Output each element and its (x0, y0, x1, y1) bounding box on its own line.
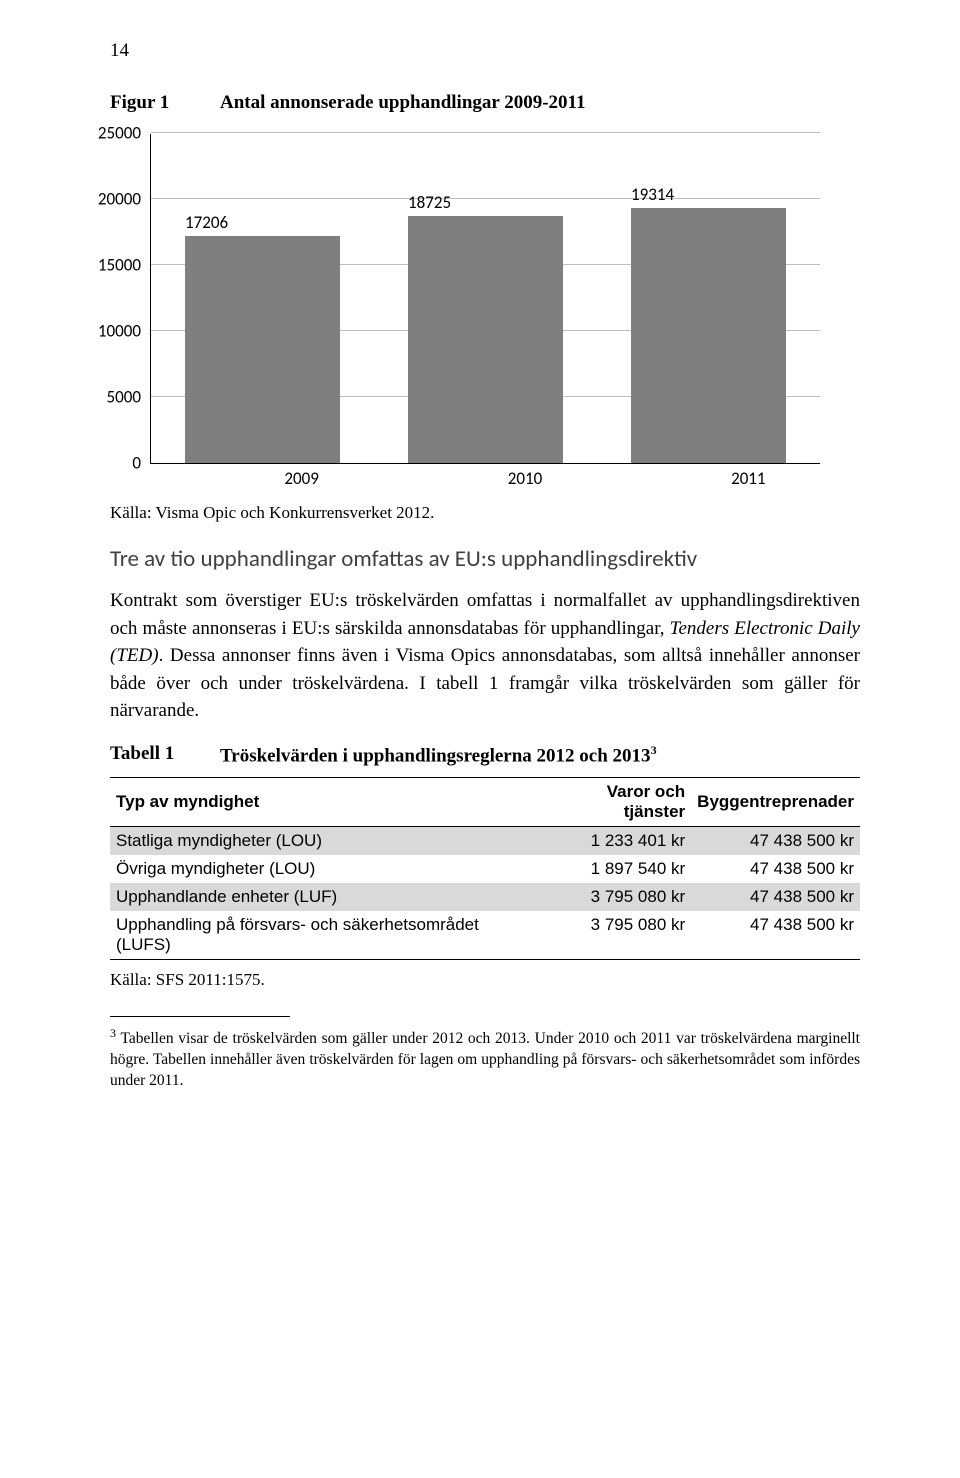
figure-title: Antal annonserade upphandlingar 2009-201… (220, 92, 586, 114)
bar-chart: 0500010000150002000025000172061872519314… (150, 134, 860, 489)
table-row: Upphandlande enheter (LUF)3 795 080 kr47… (110, 883, 860, 911)
table-header-cell: Varor och tjänster (537, 778, 691, 827)
chart-bar-value-label: 17206 (185, 212, 228, 233)
table-cell: 47 438 500 kr (691, 911, 860, 960)
chart-plot-area: 0500010000150002000025000172061872519314 (150, 134, 820, 464)
chart-x-tick-label: 2009 (224, 468, 379, 489)
chart-gridline (151, 132, 820, 133)
chart-y-tick-label: 10000 (98, 321, 151, 342)
data-table: Typ av myndighetVaror och tjänsterByggen… (110, 778, 860, 960)
footnote-text: Tabellen visar de tröskelvärden som gäll… (110, 1030, 860, 1089)
chart-x-tick-label: 2010 (447, 468, 602, 489)
data-table-wrap: Typ av myndighetVaror och tjänsterByggen… (110, 777, 860, 960)
chart-bar-value-label: 19314 (631, 184, 674, 205)
footnote: 3 Tabellen visar de tröskelvärden som gä… (110, 1025, 860, 1092)
chart-bar-value-label: 18725 (408, 192, 451, 213)
chart-y-tick-label: 25000 (98, 123, 151, 144)
chart-y-tick-label: 20000 (98, 189, 151, 210)
table-cell: Upphandling på försvars- och säkerhetsom… (110, 911, 537, 960)
chart-x-tick-label: 2011 (671, 468, 826, 489)
chart-x-labels: 2009 2010 2011 (190, 468, 860, 489)
table-heading: Tabell 1 Tröskelvärden i upphandlingsreg… (110, 743, 860, 767)
table-source: Källa: SFS 2011:1575. (110, 970, 860, 990)
table-title: Tröskelvärden i upphandlingsreglerna 201… (220, 743, 657, 767)
table-title-text: Tröskelvärden i upphandlingsreglerna 201… (220, 745, 651, 766)
section-subheading: Tre av tio upphandlingar omfattas av EU:… (110, 545, 860, 573)
table-cell: 3 795 080 kr (537, 911, 691, 960)
chart-bar-rect (408, 216, 563, 463)
table-cell: 3 795 080 kr (537, 883, 691, 911)
table-cell: Övriga myndigheter (LOU) (110, 855, 537, 883)
chart-bar: 18725 (408, 216, 563, 463)
figure-source: Källa: Visma Opic och Konkurrensverket 2… (110, 503, 860, 523)
table-row: Upphandling på försvars- och säkerhetsom… (110, 911, 860, 960)
table-cell: 1 233 401 kr (537, 827, 691, 856)
figure-label: Figur 1 (110, 92, 220, 114)
chart-bar: 17206 (185, 236, 340, 463)
table-label: Tabell 1 (110, 743, 220, 767)
document-page: 14 Figur 1 Antal annonserade upphandling… (0, 0, 960, 1478)
figure-heading: Figur 1 Antal annonserade upphandlingar … (110, 92, 860, 114)
table-cell: 1 897 540 kr (537, 855, 691, 883)
table-cell: Statliga myndigheter (LOU) (110, 827, 537, 856)
table-header-cell: Byggentreprenader (691, 778, 860, 827)
chart-bar-rect (631, 208, 786, 463)
chart-bar: 19314 (631, 208, 786, 463)
chart-bars: 17206 18725 19314 (151, 134, 820, 463)
table-row: Statliga myndigheter (LOU)1 233 401 kr47… (110, 827, 860, 856)
chart-y-tick-label: 15000 (98, 255, 151, 276)
table-row: Övriga myndigheter (LOU)1 897 540 kr47 4… (110, 855, 860, 883)
chart-bar-rect (185, 236, 340, 463)
chart-y-tick-label: 5000 (107, 387, 151, 408)
table-cell: 47 438 500 kr (691, 883, 860, 911)
footnote-rule (110, 1016, 290, 1017)
chart-y-tick-label: 0 (132, 453, 151, 474)
body-paragraph: Kontrakt som överstiger EU:s tröskelvärd… (110, 587, 860, 725)
table-cell: Upphandlande enheter (LUF) (110, 883, 537, 911)
table-cell: 47 438 500 kr (691, 855, 860, 883)
page-number: 14 (110, 40, 860, 62)
table-title-superscript: 3 (651, 743, 657, 757)
table-cell: 47 438 500 kr (691, 827, 860, 856)
table-header-cell: Typ av myndighet (110, 778, 537, 827)
